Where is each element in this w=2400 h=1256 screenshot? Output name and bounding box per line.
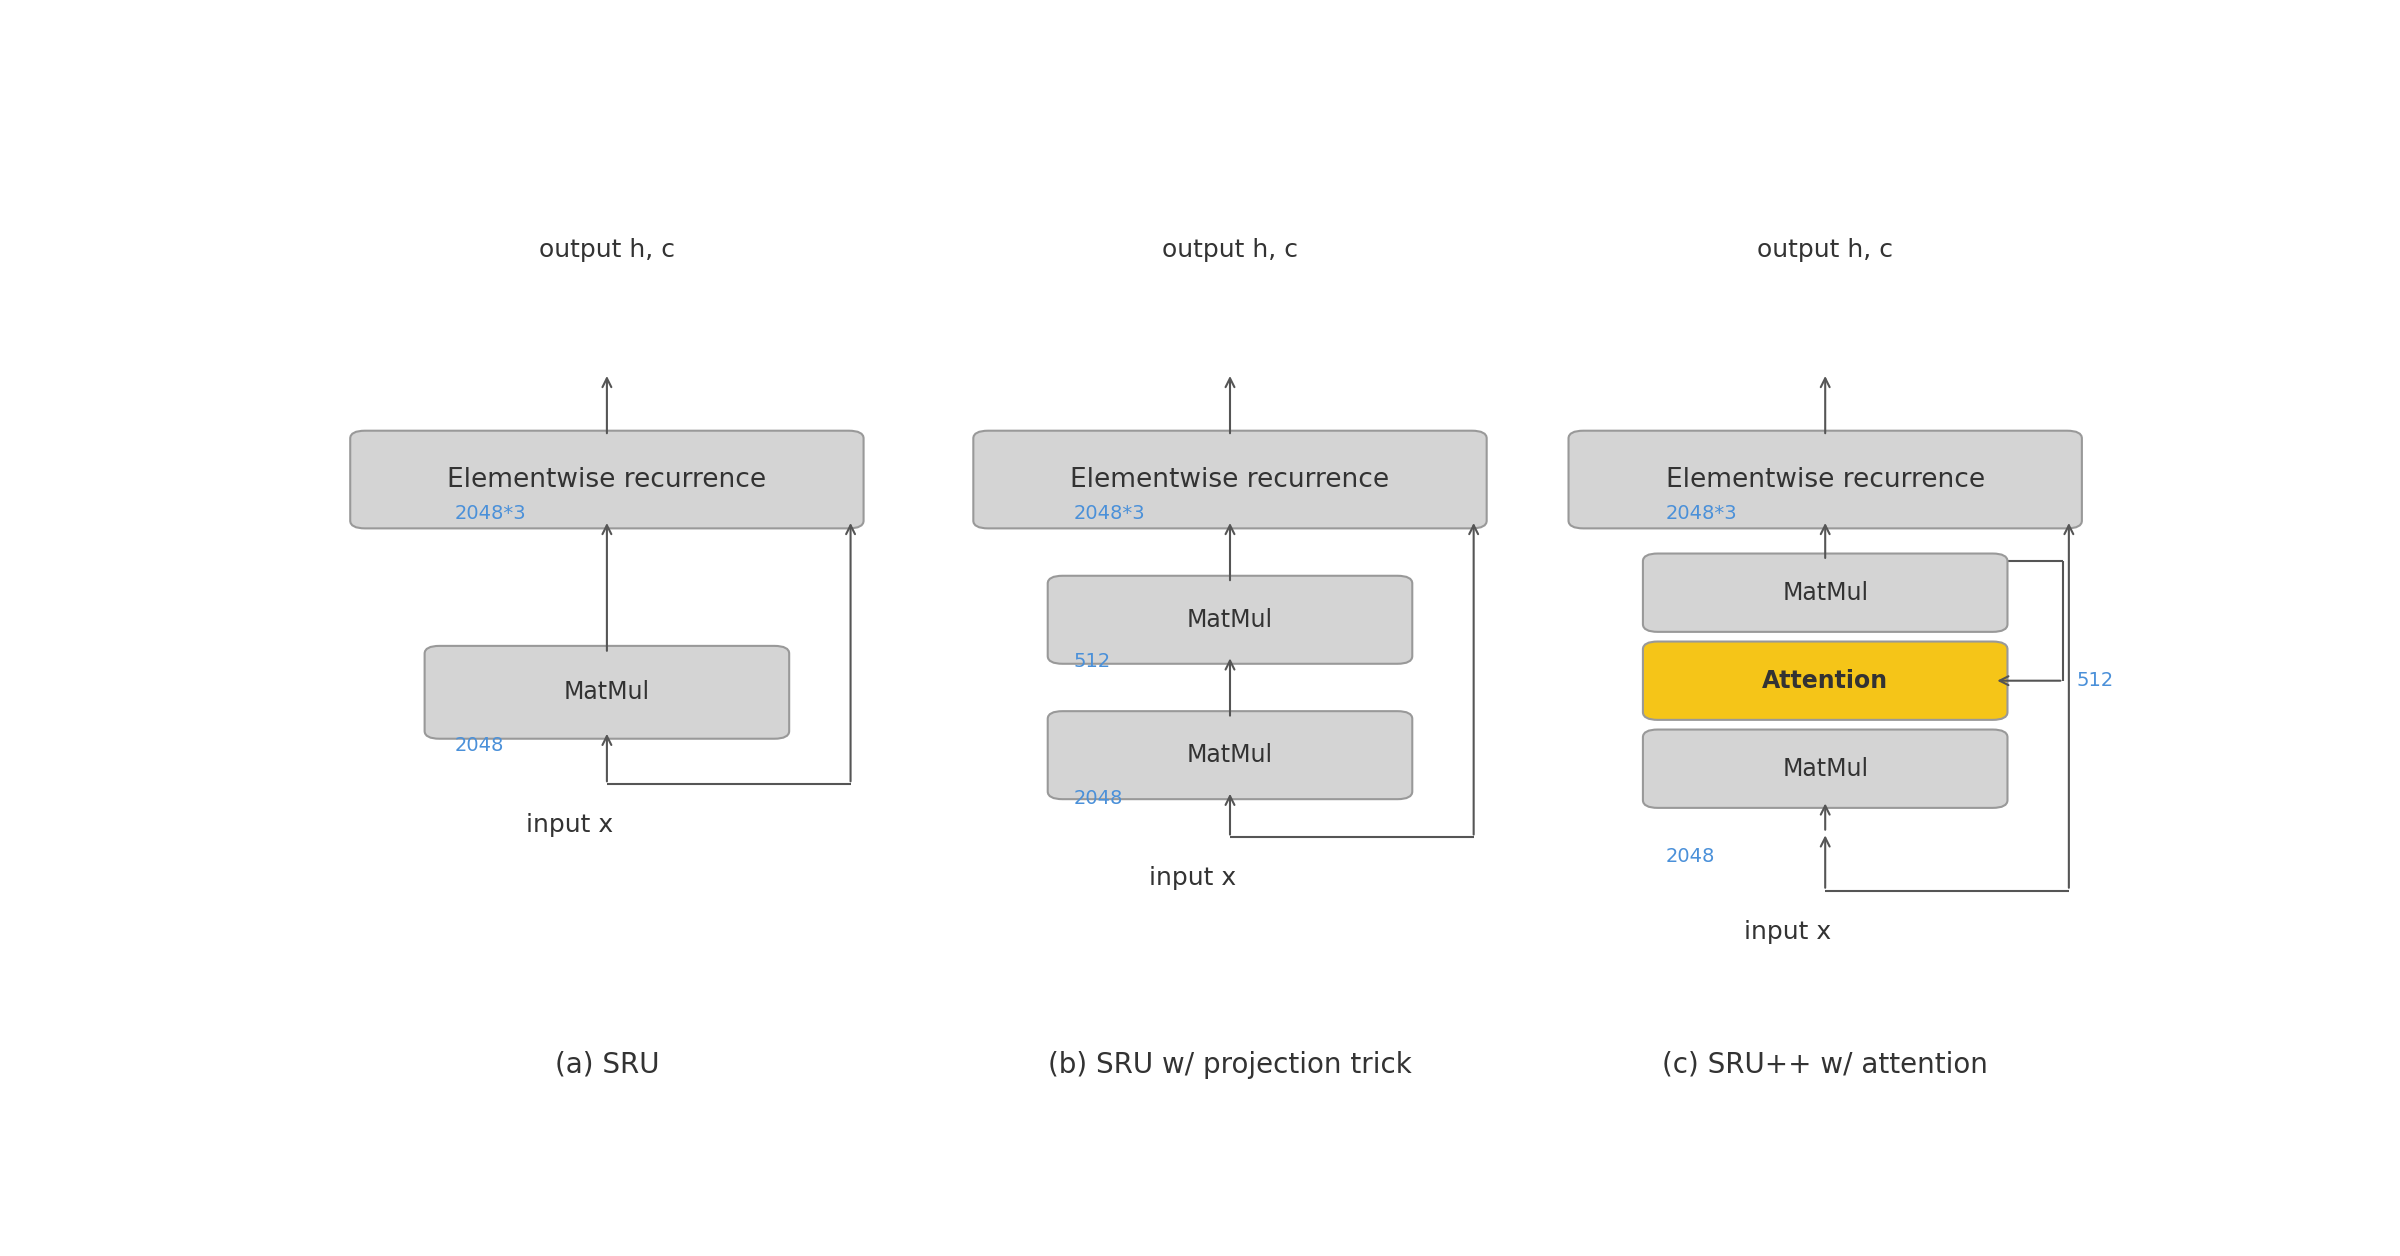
Text: input x: input x [526,813,614,838]
Text: (c) SRU++ w/ attention: (c) SRU++ w/ attention [1663,1051,1987,1079]
Text: output h, c: output h, c [540,237,674,263]
Text: 2048: 2048 [1073,789,1123,808]
FancyBboxPatch shape [425,646,790,739]
Text: Elementwise recurrence: Elementwise recurrence [1666,466,1985,492]
Text: output h, c: output h, c [1757,237,1894,263]
Text: MatMul: MatMul [1188,744,1272,767]
Text: MatMul: MatMul [564,681,650,705]
Text: 2048*3: 2048*3 [1073,504,1145,522]
Text: MatMul: MatMul [1783,580,1867,604]
Text: 2048*3: 2048*3 [454,504,526,522]
FancyBboxPatch shape [1644,642,2006,720]
FancyBboxPatch shape [1644,730,2006,808]
Text: input x: input x [1150,867,1236,891]
FancyBboxPatch shape [1049,575,1411,663]
Text: 2048: 2048 [454,736,504,755]
FancyBboxPatch shape [1644,554,2006,632]
Text: MatMul: MatMul [1783,756,1867,781]
Text: (b) SRU w/ projection trick: (b) SRU w/ projection trick [1049,1051,1411,1079]
Text: 2048: 2048 [1666,848,1714,867]
FancyBboxPatch shape [350,431,864,529]
Text: Elementwise recurrence: Elementwise recurrence [446,466,766,492]
Text: Elementwise recurrence: Elementwise recurrence [1070,466,1390,492]
FancyBboxPatch shape [974,431,1486,529]
Text: output h, c: output h, c [1162,237,1298,263]
Text: input x: input x [1745,919,1831,943]
Text: MatMul: MatMul [1188,608,1272,632]
Text: 2048*3: 2048*3 [1666,504,1738,522]
FancyBboxPatch shape [1049,711,1411,799]
FancyBboxPatch shape [1570,431,2081,529]
Text: 512: 512 [2076,671,2114,691]
Text: Attention: Attention [1762,668,1889,693]
Text: (a) SRU: (a) SRU [554,1051,660,1079]
Text: 512: 512 [1073,652,1111,671]
